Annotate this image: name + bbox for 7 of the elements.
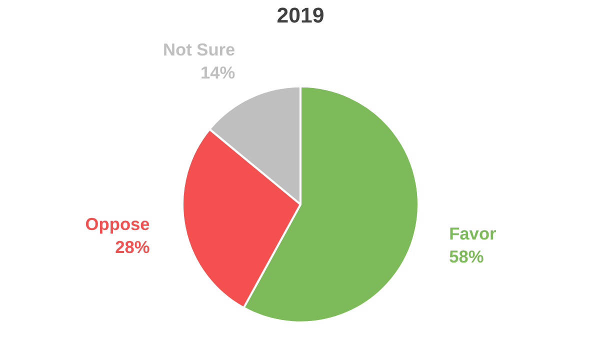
slice-label: Favor <box>449 224 497 244</box>
data-label: 58% <box>449 246 484 267</box>
data-label: 14% <box>200 62 236 82</box>
slice-label: Oppose <box>85 214 150 234</box>
chart-title: 2019 <box>276 4 324 28</box>
data-label: 28% <box>115 236 150 257</box>
slice-label: Not Sure <box>162 40 236 60</box>
